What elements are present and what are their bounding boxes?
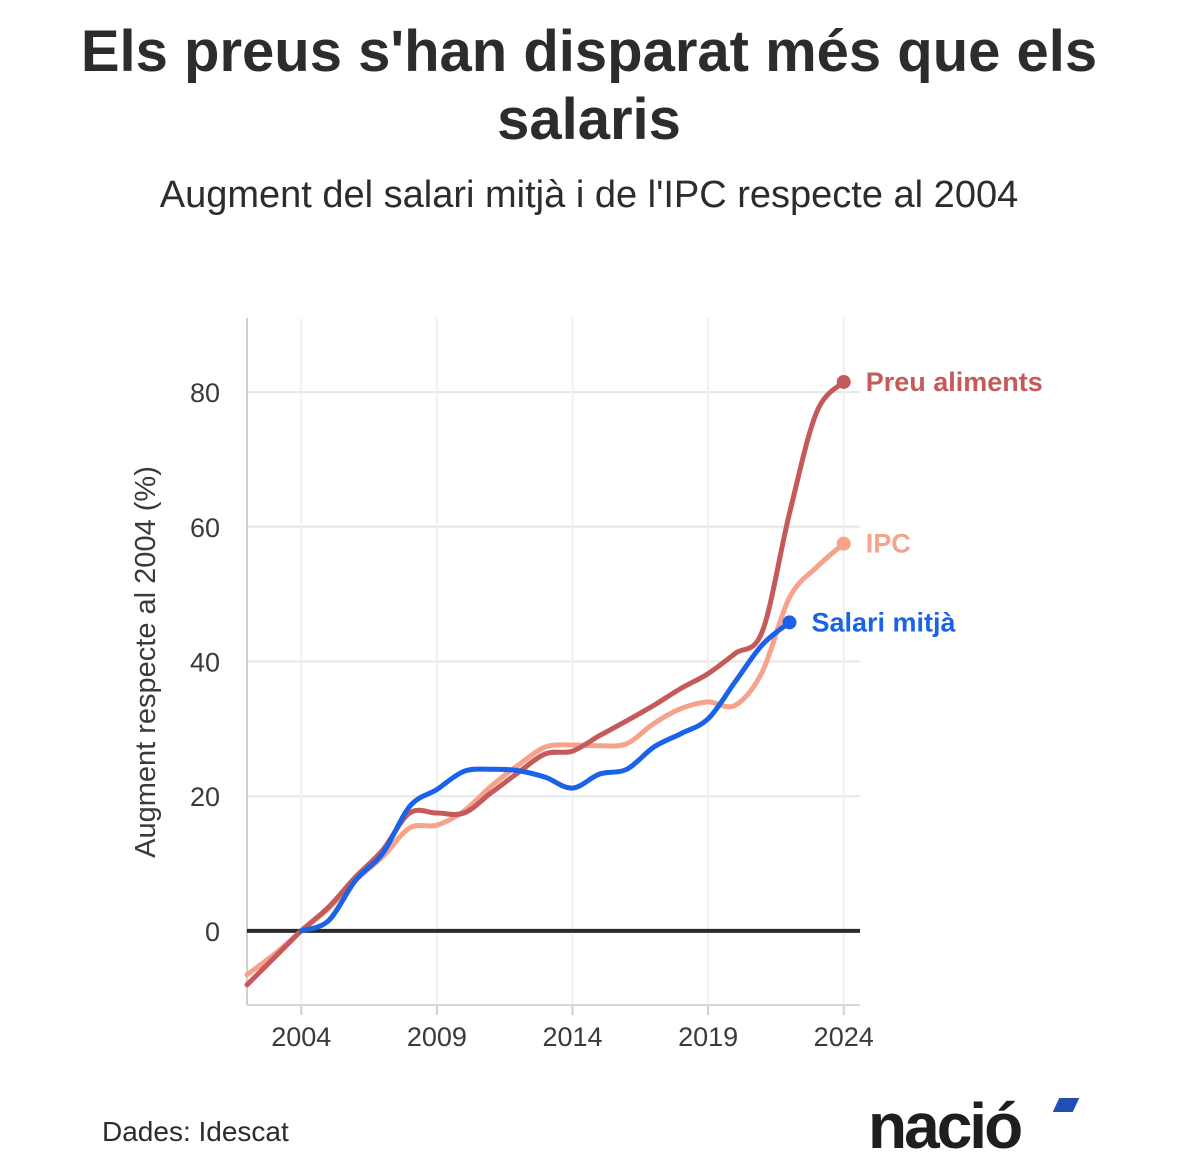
y-tick-label-80: 80: [190, 378, 220, 408]
grid-lines: [247, 318, 860, 1005]
source-note: Dades: Idescat: [102, 1116, 289, 1147]
series-labels: IPC Preu aliments Salari mitjà: [811, 367, 1042, 637]
publisher-logo: nació: [868, 1090, 1023, 1162]
series-label-ipc: IPC: [866, 529, 911, 559]
series-line-preu-aliments: [244, 379, 847, 988]
line-chart: 0 20 40 60 80 2004 2009 2014 2019 2024 IPC Preu al…: [130, 318, 1043, 1052]
series-label-salari-mitj-: Salari mitjà: [811, 607, 956, 637]
series-line-salari-mitj-: [298, 619, 792, 934]
y-tick-label-0: 0: [205, 917, 220, 947]
x-tick-label-2024: 2024: [814, 1022, 874, 1052]
x-tick-label-2004: 2004: [271, 1022, 331, 1052]
x-tick-label-2009: 2009: [407, 1022, 467, 1052]
x-tick-label-2019: 2019: [678, 1022, 738, 1052]
x-tick-label-2014: 2014: [542, 1022, 602, 1052]
endpoint-ipc: [836, 536, 851, 551]
y-tick-label-20: 20: [190, 782, 220, 812]
y-tick-label-40: 40: [190, 648, 220, 678]
endpoint-preu-aliments: [836, 374, 851, 389]
chart-subtitle: Augment del salari mitjà i de l'IPC resp…: [159, 174, 1019, 216]
y-axis-label: Augment respecte al 2004 (%): [130, 466, 162, 858]
y-tick-label-60: 60: [190, 513, 220, 543]
series-lines: [244, 374, 851, 988]
axes: 0 20 40 60 80 2004 2009 2014 2019 2024: [190, 318, 874, 1052]
chart-title: Els preus s'han disparat més que els sal…: [80, 19, 1098, 152]
endpoint-salari-mitj-: [782, 615, 797, 630]
logo-accent-mark: [1052, 1098, 1080, 1112]
series-label-preu-aliments: Preu aliments: [866, 367, 1043, 397]
